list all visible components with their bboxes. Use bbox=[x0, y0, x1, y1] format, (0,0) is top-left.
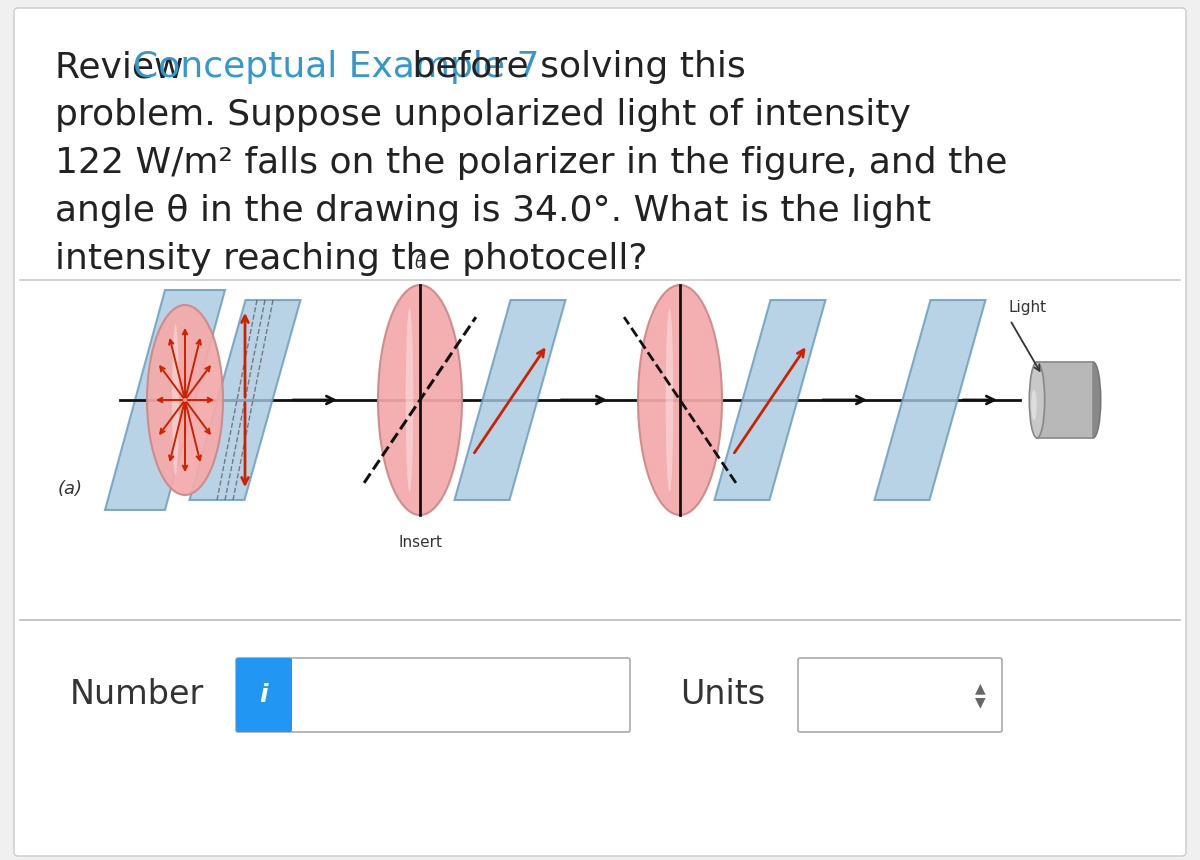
Ellipse shape bbox=[1030, 362, 1045, 438]
Text: angle θ in the drawing is 34.0°. What is the light: angle θ in the drawing is 34.0°. What is… bbox=[55, 194, 931, 228]
Ellipse shape bbox=[666, 308, 673, 492]
Text: (a): (a) bbox=[58, 480, 83, 498]
Polygon shape bbox=[1037, 362, 1093, 438]
Ellipse shape bbox=[638, 285, 722, 515]
Ellipse shape bbox=[172, 324, 179, 476]
Text: Number: Number bbox=[70, 679, 204, 711]
Text: Light: Light bbox=[1008, 300, 1046, 315]
Polygon shape bbox=[106, 290, 226, 510]
Text: ▲
▼: ▲ ▼ bbox=[974, 681, 985, 709]
Polygon shape bbox=[190, 300, 300, 500]
Ellipse shape bbox=[1085, 362, 1100, 438]
Text: Insert: Insert bbox=[398, 535, 442, 550]
Polygon shape bbox=[875, 300, 985, 500]
Text: θ: θ bbox=[415, 254, 425, 272]
Ellipse shape bbox=[1031, 390, 1037, 421]
FancyBboxPatch shape bbox=[14, 8, 1186, 856]
FancyBboxPatch shape bbox=[236, 658, 292, 732]
Ellipse shape bbox=[378, 285, 462, 515]
Polygon shape bbox=[455, 300, 565, 500]
Ellipse shape bbox=[148, 305, 223, 495]
Text: problem. Suppose unpolarized light of intensity: problem. Suppose unpolarized light of in… bbox=[55, 98, 911, 132]
FancyBboxPatch shape bbox=[798, 658, 1002, 732]
Text: Units: Units bbox=[680, 679, 766, 711]
Text: 122 W/m² falls on the polarizer in the figure, and the: 122 W/m² falls on the polarizer in the f… bbox=[55, 146, 1007, 180]
Text: before solving this: before solving this bbox=[401, 50, 745, 84]
Text: i: i bbox=[259, 683, 269, 707]
Ellipse shape bbox=[406, 308, 413, 492]
FancyBboxPatch shape bbox=[236, 658, 630, 732]
Text: Conceptual Example 7: Conceptual Example 7 bbox=[133, 50, 540, 84]
Text: Review: Review bbox=[55, 50, 194, 84]
Text: intensity reaching the photocell?: intensity reaching the photocell? bbox=[55, 242, 648, 276]
Polygon shape bbox=[714, 300, 826, 500]
